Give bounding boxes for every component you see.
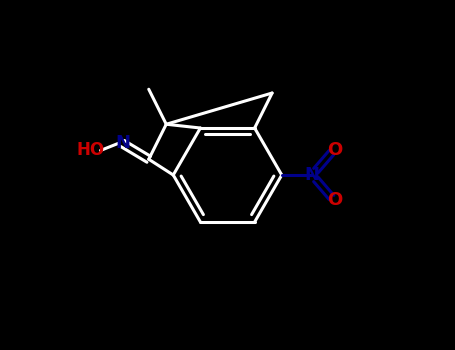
- Text: O: O: [327, 141, 342, 159]
- Text: N: N: [115, 134, 130, 153]
- Text: HO: HO: [77, 141, 105, 160]
- Text: N: N: [304, 166, 319, 184]
- Text: O: O: [327, 191, 342, 209]
